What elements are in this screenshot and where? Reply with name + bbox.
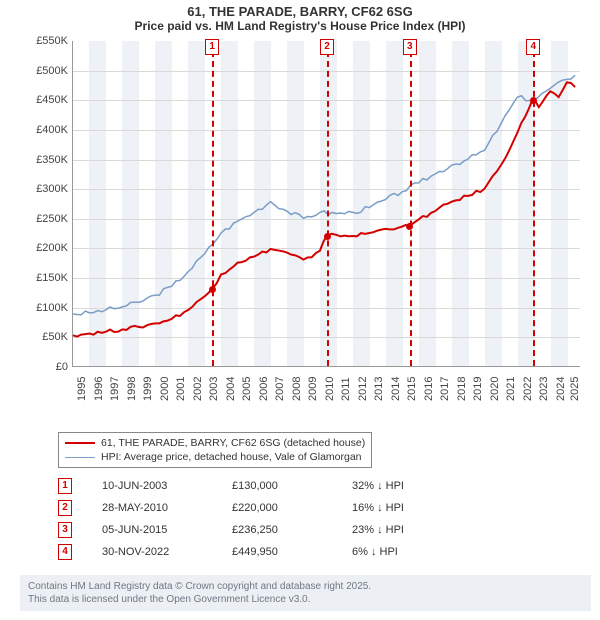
transaction-diff: 32% ↓ HPI <box>352 480 472 492</box>
x-tick-label: 2008 <box>291 377 297 401</box>
legend-label: 61, THE PARADE, BARRY, CF62 6SG (detache… <box>101 436 365 450</box>
transaction-marker: 1 <box>58 478 72 494</box>
x-tick-label: 2023 <box>538 377 544 401</box>
x-tick-label: 2009 <box>307 377 313 401</box>
y-tick-label: £100K <box>20 302 68 314</box>
marker-number: 2 <box>320 39 334 55</box>
y-tick-label: £450K <box>20 94 68 106</box>
x-tick-label: 2025 <box>569 377 575 401</box>
x-tick-label: 2015 <box>406 377 412 401</box>
transaction-table: 1 10-JUN-2003£130,00032% ↓ HPI 2 28-MAY-201… <box>58 475 472 563</box>
x-tick-label: 2016 <box>423 377 429 401</box>
series-hpi <box>73 75 575 314</box>
legend-swatch <box>65 457 95 458</box>
x-tick-label: 1997 <box>109 377 115 401</box>
x-tick-label: 2007 <box>274 377 280 401</box>
x-tick-label: 2010 <box>324 377 330 401</box>
x-tick-label: 2011 <box>340 377 346 401</box>
transaction-price: £236,250 <box>232 524 352 536</box>
marker-number: 4 <box>526 39 540 55</box>
x-tick-label: 2003 <box>208 377 214 401</box>
x-tick-label: 2002 <box>192 377 198 401</box>
x-tick-label: 2014 <box>390 377 396 401</box>
x-tick-label: 2021 <box>505 377 511 401</box>
transaction-date: 30-NOV-2022 <box>102 546 232 558</box>
series-price_paid <box>73 82 575 336</box>
attribution-footer: Contains HM Land Registry data © Crown c… <box>20 575 591 611</box>
plot-region: 1 2 3 4 <box>72 41 580 367</box>
x-tick-label: 2004 <box>225 377 231 401</box>
y-tick-label: £350K <box>20 154 68 166</box>
x-tick-label: 2018 <box>456 377 462 401</box>
transaction-marker: 3 <box>58 522 72 538</box>
x-tick-label: 2019 <box>472 377 478 401</box>
transaction-row: 4 30-NOV-2022£449,9506% ↓ HPI <box>58 541 472 563</box>
legend: 61, THE PARADE, BARRY, CF62 6SG (detache… <box>58 432 372 468</box>
transaction-price: £130,000 <box>232 480 352 492</box>
x-tick-label: 2013 <box>373 377 379 401</box>
y-tick-label: £550K <box>20 35 68 47</box>
legend-row: HPI: Average price, detached house, Vale… <box>65 450 365 464</box>
transaction-row: 3 05-JUN-2015£236,25023% ↓ HPI <box>58 519 472 541</box>
marker-number: 1 <box>205 39 219 55</box>
y-tick-label: £400K <box>20 124 68 136</box>
x-tick-label: 1998 <box>126 377 132 401</box>
transaction-diff: 23% ↓ HPI <box>352 524 472 536</box>
page-root: 61, THE PARADE, BARRY, CF62 6SG Price pa… <box>0 0 600 620</box>
transaction-price: £449,950 <box>232 546 352 558</box>
y-tick-label: £0 <box>20 361 68 373</box>
marker-line <box>533 41 535 366</box>
transaction-price: £220,000 <box>232 502 352 514</box>
y-tick-label: £50K <box>20 331 68 343</box>
x-tick-label: 2000 <box>159 377 165 401</box>
y-tick-label: £500K <box>20 65 68 77</box>
y-tick-label: £200K <box>20 242 68 254</box>
title-area: 61, THE PARADE, BARRY, CF62 6SG Price pa… <box>0 0 600 33</box>
x-tick-label: 1996 <box>93 377 99 401</box>
legend-swatch <box>65 442 95 444</box>
marker-dot <box>324 233 331 240</box>
y-tick-label: £250K <box>20 213 68 225</box>
marker-line <box>327 41 329 366</box>
footer-line-2: This data is licensed under the Open Gov… <box>28 593 583 606</box>
footer-line-1: Contains HM Land Registry data © Crown c… <box>28 580 583 593</box>
legend-label: HPI: Average price, detached house, Vale… <box>101 450 362 464</box>
chart-area: £0 £50K £100K £150K £200K £250K £300K £350K £400… <box>20 37 580 407</box>
x-tick-label: 2024 <box>555 377 561 401</box>
x-tick-label: 2005 <box>241 377 247 401</box>
marker-line <box>212 41 214 366</box>
transaction-row: 2 28-MAY-2010£220,00016% ↓ HPI <box>58 497 472 519</box>
transaction-date: 05-JUN-2015 <box>102 524 232 536</box>
x-tick-label: 1995 <box>76 377 82 401</box>
transaction-diff: 16% ↓ HPI <box>352 502 472 514</box>
y-tick-label: £300K <box>20 183 68 195</box>
x-tick-label: 2001 <box>175 377 181 401</box>
x-tick-label: 2022 <box>522 377 528 401</box>
marker-dot <box>530 97 537 104</box>
transaction-date: 28-MAY-2010 <box>102 502 232 514</box>
x-tick-label: 2012 <box>357 377 363 401</box>
marker-number: 3 <box>403 39 417 55</box>
transaction-row: 1 10-JUN-2003£130,00032% ↓ HPI <box>58 475 472 497</box>
x-tick-label: 2020 <box>489 377 495 401</box>
marker-line <box>410 41 412 366</box>
transaction-date: 10-JUN-2003 <box>102 480 232 492</box>
chart-subtitle: Price paid vs. HM Land Registry's House … <box>0 19 600 33</box>
transaction-marker: 2 <box>58 500 72 516</box>
x-tick-label: 2006 <box>258 377 264 401</box>
legend-row: 61, THE PARADE, BARRY, CF62 6SG (detache… <box>65 436 365 450</box>
chart-title: 61, THE PARADE, BARRY, CF62 6SG <box>0 4 600 19</box>
transaction-marker: 4 <box>58 544 72 560</box>
transaction-diff: 6% ↓ HPI <box>352 546 472 558</box>
x-tick-label: 2017 <box>439 377 445 401</box>
y-tick-label: £150K <box>20 272 68 284</box>
x-tick-label: 1999 <box>142 377 148 401</box>
